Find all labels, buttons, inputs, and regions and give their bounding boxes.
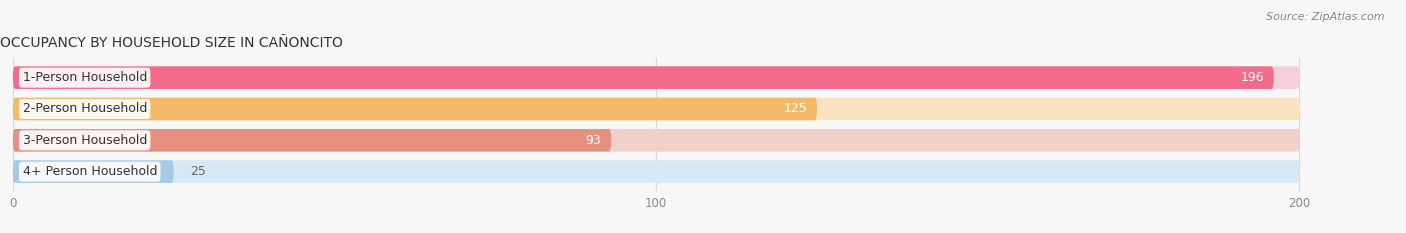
Text: 1-Person Household: 1-Person Household [22,71,146,84]
FancyBboxPatch shape [13,98,1299,120]
Text: 196: 196 [1240,71,1264,84]
FancyBboxPatch shape [13,129,1299,152]
Text: OCCUPANCY BY HOUSEHOLD SIZE IN CAÑONCITO: OCCUPANCY BY HOUSEHOLD SIZE IN CAÑONCITO [0,36,343,50]
Text: 125: 125 [783,103,807,116]
FancyBboxPatch shape [13,66,1274,89]
FancyBboxPatch shape [13,129,612,152]
Text: 3-Person Household: 3-Person Household [22,134,146,147]
FancyBboxPatch shape [13,66,1299,89]
Text: 2-Person Household: 2-Person Household [22,103,146,116]
Text: 93: 93 [586,134,602,147]
FancyBboxPatch shape [13,98,817,120]
Text: 25: 25 [190,165,205,178]
Text: Source: ZipAtlas.com: Source: ZipAtlas.com [1267,12,1385,22]
FancyBboxPatch shape [13,160,1299,183]
FancyBboxPatch shape [13,160,174,183]
Text: 4+ Person Household: 4+ Person Household [22,165,157,178]
